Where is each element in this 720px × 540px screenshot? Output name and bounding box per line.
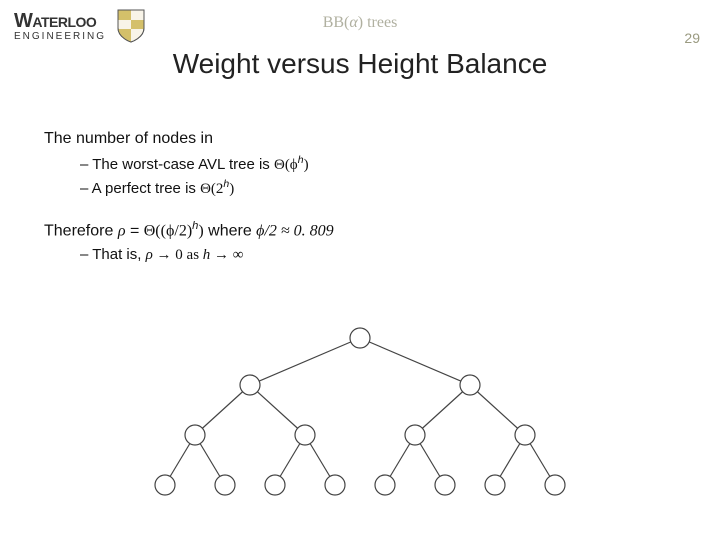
tree-node [375,475,395,495]
tree-node [155,475,175,495]
logo-brand-top: WATERLOO [14,11,106,31]
sub2-close: ) [229,181,234,197]
tree-node [545,475,565,495]
tree-node [350,328,370,348]
body-sub-3: – That is, ρ → 0 as h → ∞ [80,246,644,264]
body-line-1: The number of nodes in [44,130,644,148]
tree-edge [360,338,470,385]
sub1-close: ) [304,157,309,173]
sub2-theta: Θ(2 [200,181,223,197]
tree-edge [250,385,305,435]
tree-node [485,475,505,495]
tree-node [240,375,260,395]
sub3-arrow: → 0 as [153,247,203,263]
sub1-text: – The worst-case AVL tree is [80,156,274,173]
line2-rho: ρ [118,222,126,239]
line2-theta: Θ((ϕ/2) [144,222,192,239]
tree-edge [470,385,525,435]
sub2-text: – A perfect tree is [80,180,200,197]
line2-phi2: ϕ/2 ≈ 0. 809 [256,222,334,239]
body-line-2: Therefore ρ = Θ((ϕ/2)h) where ϕ/2 ≈ 0. 8… [44,220,644,240]
tree-node [435,475,455,495]
logo-brand-bottom: ENGINEERING [14,32,106,42]
tree-node [295,425,315,445]
tree-node [515,425,535,445]
sub3-rho: ρ [146,247,153,263]
sub3-inf: → ∞ [210,247,243,263]
body-sub-2: – A perfect tree is Θ(2h) [80,178,644,198]
page-number: 29 [684,30,700,46]
line2-pre: Therefore [44,222,118,239]
waterloo-logo: WATERLOO ENGINEERING [14,8,146,44]
tree-edge [415,385,470,435]
slide-body: The number of nodes in – The worst-case … [44,130,644,268]
slide-title: Weight versus Height Balance [0,48,720,80]
tree-node [405,425,425,445]
shield-icon [116,8,146,44]
tree-edge [195,385,250,435]
line2-eq: = [126,222,144,239]
slide-topic: BB(α) trees [323,14,398,32]
tree-node [460,375,480,395]
body-sub-1: – The worst-case AVL tree is Θ(ϕh) [80,154,644,174]
logo-text: WATERLOO ENGINEERING [14,11,106,42]
tree-diagram [130,320,590,520]
sub1-theta: Θ(ϕ [274,157,298,173]
sub3-text: – That is, [80,246,146,263]
tree-node [215,475,235,495]
line2-where: where [204,222,256,239]
tree-node [185,425,205,445]
tree-edge [250,338,360,385]
tree-node [325,475,345,495]
tree-node [265,475,285,495]
